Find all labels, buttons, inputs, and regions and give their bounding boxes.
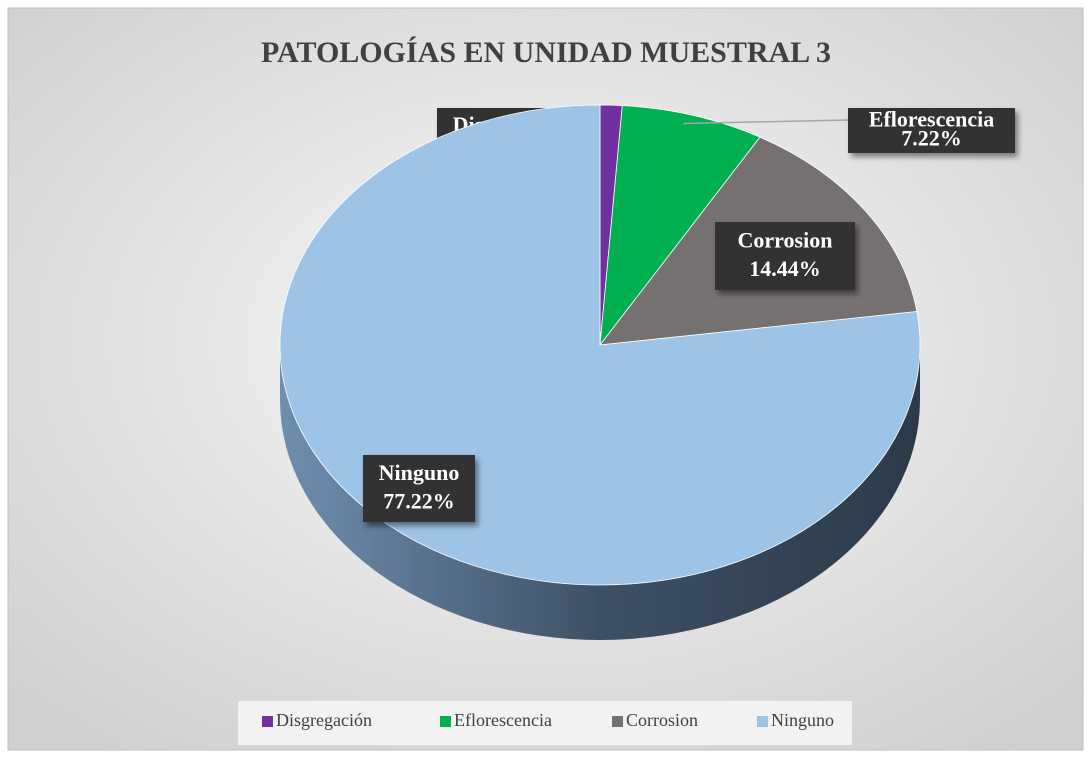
legend <box>238 701 852 745</box>
data-label-name: Ninguno <box>379 460 460 485</box>
legend-items: Disgregación Eflorescencia Corrosion Ningun… <box>262 710 834 730</box>
pie: Disgregación1.11%Eflorescencia7.22%Corro… <box>279 104 1015 640</box>
legend-swatch <box>757 716 768 727</box>
legend-label: Eflorescencia <box>454 710 552 730</box>
leader-line <box>683 119 849 125</box>
data-label-box <box>715 222 855 290</box>
chart-title: PATOLOGÍAS EN UNIDAD MUESTRAL 3 <box>261 36 831 69</box>
data-label-value: 7.22% <box>901 125 962 150</box>
data-label-box <box>363 455 475 522</box>
data-label-value: 77.22% <box>383 488 455 513</box>
legend-label: Disgregación <box>276 710 372 730</box>
data-label-name: Eflorescencia <box>869 107 994 132</box>
pie-side <box>280 345 920 640</box>
legend-label: Corrosion <box>626 710 698 730</box>
legend-swatch <box>440 716 451 727</box>
legend-swatch <box>262 716 273 727</box>
legend-label: Ninguno <box>771 710 834 730</box>
data-label-name: Corrosion <box>738 227 833 252</box>
data-label-box <box>848 108 1015 153</box>
legend-swatch <box>612 716 623 727</box>
data-label-value: 14.44% <box>749 256 821 281</box>
pie-slice <box>599 105 761 347</box>
